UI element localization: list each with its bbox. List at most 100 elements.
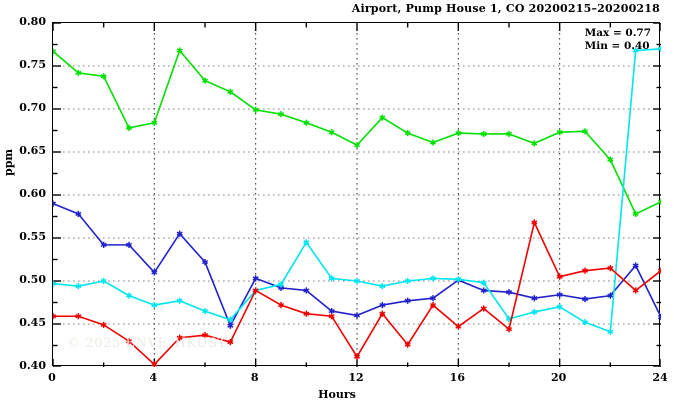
y-axis-tick-label: 0.60 [19, 187, 46, 200]
data-point-marker [379, 283, 386, 290]
data-point-marker [53, 48, 57, 55]
y-axis-tick-label: 0.55 [19, 230, 46, 243]
data-point-marker [581, 267, 589, 274]
data-point-marker [657, 314, 661, 321]
data-point-marker [100, 241, 107, 248]
data-point-marker [75, 283, 82, 290]
y-axis-tick-label: 0.80 [19, 15, 46, 28]
data-point-marker [379, 301, 386, 309]
data-point-marker [252, 287, 259, 294]
data-point-marker [328, 313, 335, 320]
data-point-marker [455, 276, 462, 283]
data-point-marker [252, 275, 259, 282]
data-point-marker [480, 305, 487, 312]
data-point-marker [125, 292, 133, 299]
data-point-marker [455, 129, 462, 137]
data-point-marker [201, 308, 209, 315]
data-point-marker [607, 265, 614, 272]
data-point-marker [581, 295, 589, 303]
y-axis-tick-label: 0.70 [19, 101, 46, 114]
page-title: Airport, Pump House 1, CO 20200215–20200… [351, 2, 660, 15]
x-axis-tick-label: 12 [348, 371, 364, 384]
data-point-marker [455, 323, 462, 330]
data-point-marker [379, 114, 386, 121]
axis-ticks [53, 23, 661, 367]
data-point-marker [480, 279, 487, 286]
min-value-label: Min = 0.40 [584, 40, 650, 53]
data-point-marker [429, 295, 437, 302]
data-point-marker [531, 295, 538, 302]
data-point-marker [429, 275, 437, 282]
data-point-marker [201, 77, 209, 84]
data-point-marker [581, 319, 589, 326]
y-axis-tick-label: 0.65 [19, 144, 46, 157]
data-point-marker [303, 239, 310, 246]
x-axis-tick-label: 0 [48, 371, 56, 384]
data-point-marker [303, 119, 310, 126]
data-point-marker [277, 281, 285, 288]
minmax-annotation: Max = 0.77 Min = 0.40 [585, 27, 651, 53]
data-point-marker [657, 198, 661, 205]
data-point-marker [353, 277, 361, 285]
data-point-marker [531, 219, 538, 226]
data-point-marker [531, 140, 538, 147]
y-axis-tick-label: 0.50 [19, 273, 46, 286]
data-point-marker [632, 262, 639, 269]
data-point-marker [353, 142, 361, 149]
data-series [53, 47, 661, 218]
data-point-marker [607, 328, 614, 335]
data-point-marker [632, 287, 639, 294]
data-point-marker [429, 301, 437, 309]
data-point-marker [328, 129, 335, 136]
y-axis-tick-label: 0.40 [19, 359, 46, 372]
max-value-label: Max = 0.77 [584, 27, 651, 39]
data-point-marker [404, 277, 411, 285]
data-point-marker [176, 334, 183, 341]
data-point-marker [556, 291, 563, 298]
y-axis-tick-label: 0.75 [19, 58, 46, 71]
data-point-marker [581, 128, 589, 135]
data-series [53, 219, 661, 367]
data-point-marker [53, 280, 57, 287]
data-point-marker [151, 269, 158, 276]
data-point-marker [556, 303, 563, 310]
data-point-marker [151, 301, 158, 309]
data-point-marker [100, 321, 107, 328]
data-point-marker [328, 275, 335, 282]
data-point-marker [252, 106, 259, 113]
y-axis-tick-label: 0.45 [19, 316, 46, 329]
data-point-marker [125, 124, 133, 132]
data-point-marker [531, 308, 538, 316]
data-point-marker [75, 69, 82, 76]
data-point-marker [657, 267, 661, 274]
data-point-marker [151, 119, 158, 126]
data-point-marker [657, 45, 661, 52]
data-point-marker [303, 287, 310, 294]
data-point-marker [227, 88, 234, 95]
data-point-marker [227, 322, 234, 329]
data-point-marker [201, 258, 209, 266]
data-point-marker [505, 130, 513, 138]
data-point-marker [632, 47, 639, 54]
data-point-marker [277, 111, 285, 118]
data-point-marker [404, 129, 411, 137]
data-point-marker [607, 292, 614, 299]
data-point-marker [277, 301, 285, 309]
data-point-marker [176, 297, 183, 304]
data-point-marker [556, 129, 563, 136]
data-point-marker [100, 277, 107, 285]
data-point-marker [404, 297, 411, 304]
data-point-marker [379, 310, 386, 317]
series-canvas [53, 23, 661, 367]
data-point-marker [404, 341, 411, 348]
data-point-marker [176, 230, 183, 237]
data-point-marker [480, 287, 487, 294]
data-point-marker [100, 73, 107, 80]
data-point-marker [353, 312, 361, 319]
x-axis-tick-label: 16 [449, 371, 465, 384]
data-point-marker [303, 310, 310, 317]
data-point-marker [632, 210, 639, 218]
data-point-marker [176, 47, 183, 54]
data-point-marker [556, 273, 563, 280]
